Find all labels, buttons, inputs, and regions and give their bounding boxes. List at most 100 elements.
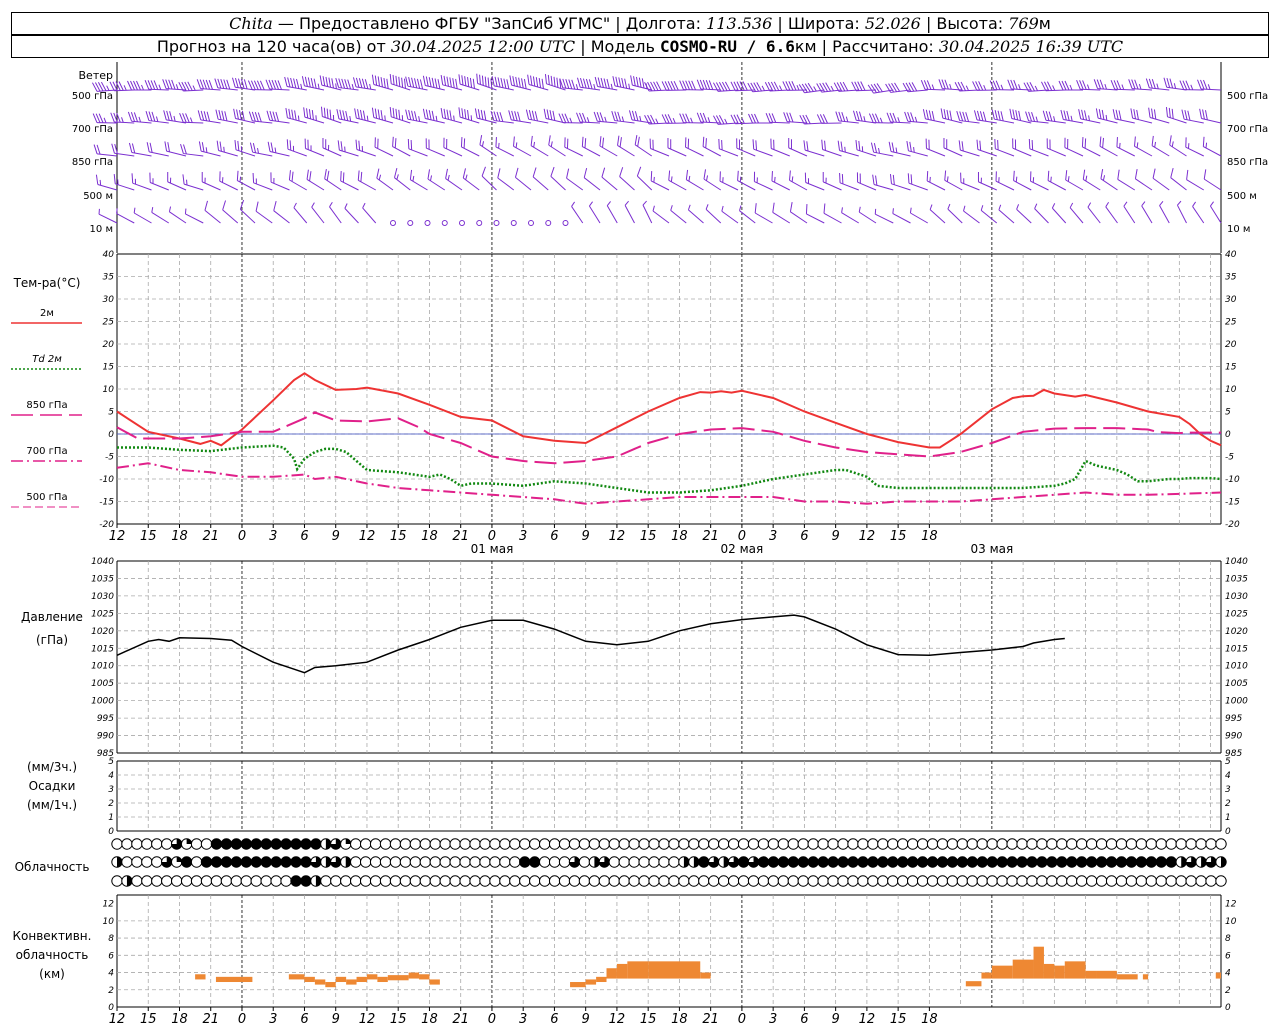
cloud-fill — [221, 838, 232, 850]
wind-barb — [920, 79, 946, 91]
wind-barb — [730, 114, 756, 125]
cloud-symbol — [1155, 875, 1168, 887]
barb-feather — [891, 83, 898, 92]
barb-half-feather — [1034, 203, 1038, 209]
barb-feather — [594, 76, 599, 87]
temp-ytick-left: 40 — [103, 250, 115, 260]
barb-feather — [753, 82, 759, 92]
barb-shaft — [511, 119, 532, 124]
cloud-fill — [1136, 856, 1147, 868]
cloud-symbol — [170, 838, 183, 850]
cloud-circle — [897, 838, 909, 850]
barb-feather — [833, 82, 840, 92]
cloud-symbol — [926, 875, 939, 887]
barb-shaft — [373, 84, 394, 91]
barb-feather — [619, 167, 624, 177]
barb-feather — [153, 80, 159, 90]
cloud-symbol — [151, 875, 163, 887]
conv-bar — [1054, 965, 1065, 979]
wind-barb — [320, 106, 342, 124]
barb-half-feather — [690, 117, 693, 123]
cloud-symbol — [131, 875, 143, 887]
barb-shaft — [479, 144, 497, 157]
barb-feather — [179, 112, 184, 123]
barb-feather — [558, 113, 564, 123]
cloud-symbol — [161, 838, 173, 850]
wind-barb — [288, 170, 307, 191]
barb-feather — [1102, 137, 1104, 148]
barb-shaft — [873, 184, 894, 191]
barb-feather — [236, 109, 239, 120]
cloud-symbol — [926, 856, 939, 868]
barb-feather — [483, 110, 487, 121]
barb-feather — [377, 138, 379, 149]
cloud-symbol — [608, 838, 620, 850]
barb-feather — [392, 107, 395, 118]
barb-shaft — [269, 151, 290, 157]
wind-barb — [1148, 107, 1170, 124]
cloud-symbol — [1086, 875, 1098, 887]
wind-barb — [661, 80, 687, 91]
cloud-symbol — [340, 875, 352, 887]
wind-barb — [1042, 110, 1066, 124]
cloud-fill — [907, 856, 918, 868]
barb-feather — [1079, 80, 1084, 90]
barb-shaft — [1016, 208, 1032, 224]
cloud-symbol — [121, 856, 133, 868]
pressure-ytick-right: 1020 — [1225, 627, 1248, 637]
wind-barb — [510, 220, 517, 226]
barb-feather — [685, 169, 689, 180]
barb-shaft — [98, 213, 118, 224]
barb-feather — [718, 115, 725, 125]
barb-half-feather — [378, 174, 382, 181]
cloud-symbol — [906, 856, 919, 868]
cloud-circle — [817, 838, 829, 850]
cloud-circle — [638, 856, 650, 868]
barb-feather — [925, 109, 929, 120]
wind-barb — [440, 75, 463, 91]
cloud-circle — [548, 856, 561, 868]
cloud-symbol — [489, 838, 501, 850]
barb-feather — [1128, 79, 1133, 89]
cloud-circle — [409, 875, 422, 887]
barb-half-feather — [361, 146, 364, 152]
barb-feather — [481, 166, 486, 177]
temp-series-3 — [116, 462, 1222, 505]
barb-shaft — [1167, 116, 1187, 124]
barb-shaft — [614, 120, 635, 124]
barb-half-feather — [1105, 201, 1110, 208]
barb-feather — [568, 79, 573, 90]
cloud-symbol — [837, 856, 849, 868]
barb-shaft — [114, 89, 135, 92]
barb-feather — [411, 77, 415, 88]
barb-half-feather — [705, 204, 709, 210]
cloud-circle — [270, 875, 282, 887]
barb-feather — [1030, 171, 1032, 182]
barb-feather — [380, 77, 383, 88]
cloud-symbol — [210, 875, 223, 887]
cloud-symbol — [648, 875, 660, 887]
barb-feather — [771, 113, 777, 123]
cloud-symbol — [479, 875, 491, 887]
precip-ytick-left: 0 — [108, 827, 114, 837]
barb-feather — [541, 78, 544, 89]
latitude-value: 52.026 — [864, 14, 921, 33]
barb-shaft — [873, 151, 894, 157]
barb-shaft — [252, 120, 273, 124]
cloud-fill — [330, 856, 342, 868]
pressure-panel — [116, 614, 1065, 674]
barb-feather — [409, 169, 413, 180]
barb-shaft — [445, 178, 463, 191]
cloud-circle — [857, 875, 869, 887]
barb-feather — [925, 138, 927, 149]
barb-shaft — [495, 146, 514, 157]
cloud-symbol — [1135, 856, 1148, 868]
temp-time-tick-label: 18 — [671, 529, 688, 544]
wind-barb — [545, 220, 552, 226]
barb-feather — [649, 138, 651, 149]
barb-feather — [978, 81, 984, 91]
barb-half-feather — [332, 114, 335, 121]
barb-shaft — [976, 119, 997, 124]
barb-feather — [733, 114, 739, 124]
cloud-circle — [1215, 838, 1227, 850]
